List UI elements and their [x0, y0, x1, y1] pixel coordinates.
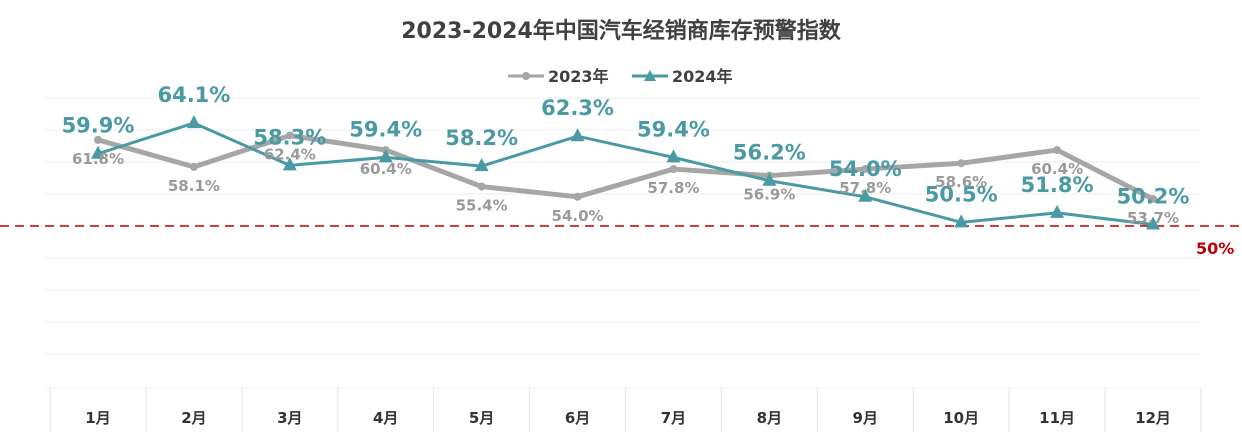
x-tick-label: 12月 [1135, 409, 1171, 427]
x-tick-label: 8月 [757, 409, 782, 427]
data-label-2024: 59.4% [349, 117, 422, 141]
series-2024-point [570, 128, 585, 142]
series-2023-point [285, 131, 294, 140]
legend: 2023年 2024年 [508, 67, 733, 86]
series-2023-line [97, 132, 1155, 202]
legend-label: 2023年 [548, 67, 609, 86]
data-label-2023: 57.8% [839, 179, 891, 197]
x-tick-label: 9月 [853, 409, 878, 427]
legend-marker-circle [522, 72, 530, 80]
series-2024-point [474, 158, 489, 172]
x-tick-label: 5月 [469, 409, 494, 427]
legend-marker-triangle [644, 70, 656, 81]
series-2023-point [957, 159, 966, 168]
series-2024-point [666, 149, 681, 163]
data-label-2023: 60.4% [360, 160, 412, 178]
series-2023-point [94, 135, 102, 144]
reference-line-label: 50% [1196, 239, 1234, 258]
data-label-2024: 59.9% [62, 114, 135, 138]
data-label-2023: 53.7% [1127, 209, 1179, 227]
data-label-2024: 51.8% [1021, 173, 1094, 197]
series-2024-line [97, 121, 1154, 227]
series-2023-point [189, 162, 198, 171]
series-2024-point [762, 172, 777, 186]
series-2024-point [91, 145, 105, 159]
series-2023-point [1149, 194, 1157, 203]
data-label-2024: 58.2% [445, 126, 518, 150]
data-label-2023: 58.1% [168, 177, 220, 195]
x-tick-label: 11月 [1039, 409, 1075, 427]
grid [45, 97, 1202, 432]
series-2024-point [282, 157, 297, 171]
x-tick-label: 3月 [277, 409, 302, 427]
series-2024-point [1146, 216, 1160, 230]
series-2023-point [861, 165, 870, 174]
data-label-2023: 61.8% [72, 150, 124, 168]
data-label-2023: 57.8% [647, 179, 699, 197]
x-tick-label: 6月 [565, 409, 590, 427]
data-label-2024: 54.0% [829, 157, 902, 181]
data-label-2024: 50.2% [1117, 185, 1190, 209]
data-label-2024: 64.1% [157, 83, 230, 107]
x-axis: 1月 2月 3月 4月 5月 6月 7月 8月 9月 10月 11月 12月 [85, 409, 1171, 427]
chart-title: 2023-2024年中国汽车经销商库存预警指数 [401, 18, 842, 44]
series-2024-point [858, 188, 873, 202]
data-label-2024: 58.3% [253, 125, 326, 149]
legend-item: 2023年 [508, 67, 609, 86]
series-2023-point [1053, 146, 1062, 155]
data-label-2024: 50.5% [925, 182, 998, 206]
x-tick-label: 1月 [85, 409, 110, 427]
data-label-2023: 58.6% [935, 173, 987, 191]
series-2023-point [669, 165, 678, 174]
x-tick-label: 7月 [661, 409, 686, 427]
data-label-2023: 56.9% [743, 186, 795, 204]
reference-line-group: 50% [0, 225, 1242, 258]
series-2023-point [573, 192, 582, 201]
series-group [91, 115, 1160, 230]
series-2024-point [378, 149, 393, 163]
legend-label: 2024年 [672, 67, 733, 86]
series-2024-point [186, 115, 201, 129]
series-2023-point [477, 182, 486, 191]
data-labels: 59.9% 64.1% 58.3% 59.4% 58.2% 62.3% 59.4% 56.2%… [62, 83, 1190, 227]
x-tick-label: 2月 [181, 409, 206, 427]
x-tick-label: 10月 [943, 409, 979, 427]
legend-item: 2024年 [632, 67, 733, 86]
x-tick-label: 4月 [373, 409, 398, 427]
series-2024-point [1050, 204, 1065, 218]
data-label-2024: 59.4% [637, 117, 710, 141]
data-label-2023: 62.4% [264, 145, 316, 163]
data-label-2024: 56.2% [733, 141, 806, 165]
data-label-2023: 55.4% [456, 197, 508, 215]
series-2024-point [954, 214, 969, 228]
data-label-2024: 62.3% [541, 96, 614, 120]
data-label-2023: 60.4% [1031, 160, 1083, 178]
data-label-2023: 54.0% [552, 207, 604, 225]
